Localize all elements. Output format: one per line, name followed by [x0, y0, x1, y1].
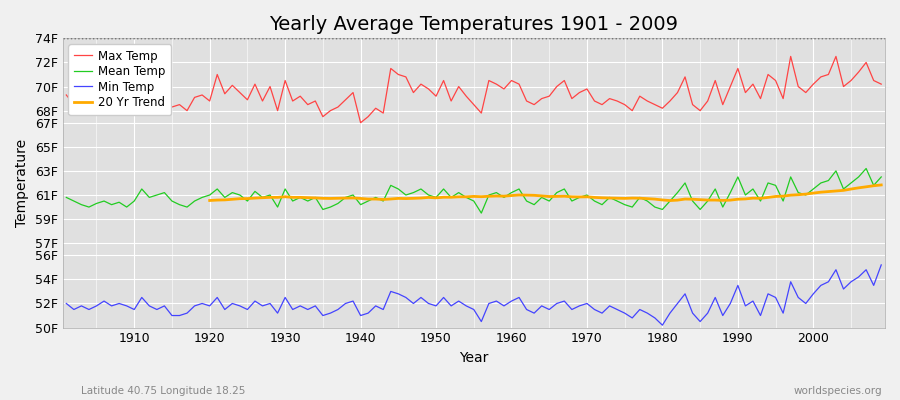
X-axis label: Year: Year — [459, 351, 489, 365]
Max Temp — [876, 82, 886, 86]
Mean Temp — [287, 199, 298, 204]
Min Temp — [876, 262, 886, 267]
Mean Temp — [876, 174, 886, 179]
20 Yr Trend — [770, 194, 781, 199]
20 Yr Trend — [295, 195, 306, 200]
20 Yr Trend — [204, 198, 215, 203]
Max Temp — [604, 96, 615, 101]
Max Temp — [356, 120, 366, 125]
Text: worldspecies.org: worldspecies.org — [794, 386, 882, 396]
20 Yr Trend — [408, 196, 418, 201]
20 Yr Trend — [876, 182, 886, 187]
Line: Max Temp: Max Temp — [67, 56, 881, 123]
Mean Temp — [604, 195, 615, 200]
Min Temp — [333, 307, 344, 312]
Min Temp — [122, 304, 132, 308]
Min Temp — [499, 304, 509, 308]
Min Temp — [597, 311, 608, 316]
Min Temp — [506, 299, 517, 304]
Title: Yearly Average Temperatures 1901 - 2009: Yearly Average Temperatures 1901 - 2009 — [269, 15, 679, 34]
20 Yr Trend — [680, 197, 690, 202]
Min Temp — [657, 323, 668, 328]
Min Temp — [287, 307, 298, 312]
20 Yr Trend — [786, 193, 796, 198]
Max Temp — [786, 54, 796, 59]
Max Temp — [514, 82, 525, 86]
Line: 20 Yr Trend: 20 Yr Trend — [210, 185, 881, 200]
Mean Temp — [333, 201, 344, 206]
Text: Latitude 40.75 Longitude 18.25: Latitude 40.75 Longitude 18.25 — [81, 386, 246, 396]
Mean Temp — [506, 190, 517, 195]
Mean Temp — [860, 166, 871, 171]
Min Temp — [61, 301, 72, 306]
Legend: Max Temp, Mean Temp, Min Temp, 20 Yr Trend: Max Temp, Mean Temp, Min Temp, 20 Yr Tre… — [68, 44, 171, 115]
Line: Mean Temp: Mean Temp — [67, 168, 881, 213]
Mean Temp — [514, 186, 525, 191]
20 Yr Trend — [664, 198, 675, 203]
Max Temp — [122, 105, 132, 110]
20 Yr Trend — [853, 186, 864, 190]
Y-axis label: Temperature: Temperature — [15, 139, 29, 227]
Mean Temp — [122, 205, 132, 210]
Max Temp — [333, 105, 344, 110]
Line: Min Temp: Min Temp — [67, 265, 881, 325]
Mean Temp — [61, 195, 72, 200]
Max Temp — [61, 92, 72, 97]
Mean Temp — [476, 211, 487, 216]
Max Temp — [287, 99, 298, 104]
Max Temp — [506, 78, 517, 83]
